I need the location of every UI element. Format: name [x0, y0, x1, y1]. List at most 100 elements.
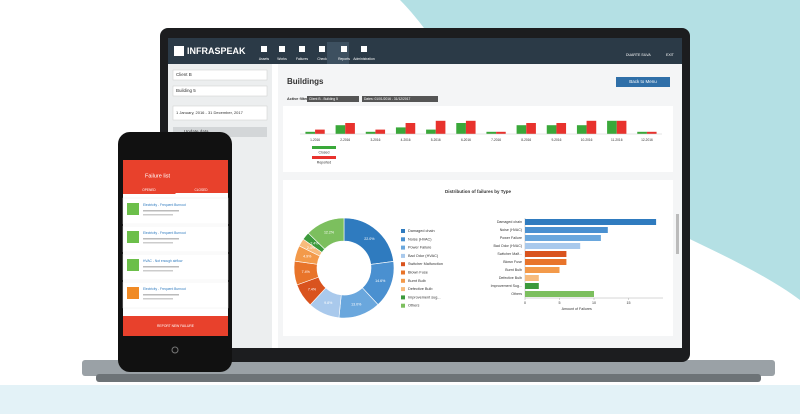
pie-slice — [307, 217, 345, 250]
x-tick-label: 8-2016 — [521, 138, 531, 142]
x-tick-label: 4-2016 — [401, 138, 411, 142]
legend-label: Improvement sug... — [408, 295, 441, 299]
slice-label: 9.8% — [324, 301, 333, 305]
dates: 1 January, 2016 - 31 December, 2017 — [176, 110, 244, 115]
phone-button[interactable] — [123, 316, 228, 336]
legend-label: Noise (HVAC) — [408, 237, 432, 241]
nav-item[interactable]: Administration — [353, 57, 375, 61]
home-button[interactable] — [171, 346, 179, 354]
bar — [525, 275, 539, 281]
filter-chip[interactable] — [362, 96, 438, 102]
bar — [305, 131, 316, 134]
x-tick-label: 5-2016 — [431, 138, 441, 142]
bar — [525, 291, 594, 297]
filter: Dates: 01/01/2016 - 31/12/2017 — [364, 97, 411, 101]
filter-chip[interactable] — [307, 96, 359, 102]
client: Client B — [176, 72, 192, 77]
nav-item[interactable]: Assets — [259, 57, 269, 61]
back-button[interactable] — [616, 77, 670, 87]
x-tick-label: 10 — [592, 301, 596, 305]
legend-label: Reported — [317, 160, 331, 164]
status-badge — [127, 287, 139, 299]
legend-swatch[interactable] — [401, 237, 405, 242]
bar — [646, 131, 657, 134]
nav-item[interactable]: Works — [277, 57, 287, 61]
nav-icon[interactable] — [341, 46, 347, 52]
x-tick-label: 5 — [559, 301, 561, 305]
scrollbar — [676, 214, 679, 254]
slice-label: 13.0% — [351, 302, 362, 306]
bar — [456, 123, 466, 134]
bar — [525, 243, 581, 249]
legend-label: Closed — [319, 150, 330, 154]
legend-swatch[interactable] — [401, 278, 405, 283]
x-axis-label: Amount of Failures — [562, 307, 592, 311]
legend-swatch[interactable] — [401, 229, 405, 233]
tab-indicator — [175, 193, 228, 194]
bar — [375, 129, 386, 134]
legend-swatch[interactable] — [312, 146, 336, 149]
x-tick-label: 11-2016 — [611, 138, 623, 142]
bar — [496, 131, 506, 134]
legend-swatch[interactable] — [401, 295, 405, 300]
item-title: Electricity - Frequent Burnout — [143, 203, 186, 207]
legend-swatch[interactable] — [401, 287, 405, 292]
bar — [637, 131, 647, 134]
bar — [525, 227, 608, 233]
nav-icon[interactable] — [319, 46, 325, 52]
legend-swatch[interactable] — [401, 245, 405, 250]
nav-icon[interactable] — [279, 46, 285, 52]
bar — [525, 267, 560, 273]
legend-swatch[interactable] — [401, 303, 405, 308]
nav-icon[interactable] — [299, 46, 305, 52]
building-select[interactable] — [172, 85, 268, 97]
item-detail — [143, 238, 179, 240]
legend-swatch[interactable] — [401, 253, 405, 258]
x-tick-label: 1-2016 — [310, 138, 320, 142]
legend-swatch[interactable] — [401, 262, 405, 267]
item-title: Electricity - Frequent Burnout — [143, 287, 186, 291]
slice-label: 4.9% — [303, 255, 312, 259]
nav-item[interactable]: Reports — [338, 57, 350, 61]
slice-label: 12.2% — [324, 230, 335, 234]
item-detail — [143, 266, 179, 268]
exit[interactable]: EXIT — [666, 53, 675, 57]
item-detail — [143, 210, 179, 212]
phone-tab[interactable]: CLOSED — [194, 188, 208, 192]
legend-swatch[interactable] — [401, 270, 405, 275]
bar — [525, 251, 567, 257]
bar — [525, 259, 567, 265]
laptop-base-edge — [96, 374, 761, 382]
date-range[interactable] — [172, 105, 268, 121]
bar — [435, 120, 446, 134]
nav-icon[interactable] — [361, 46, 367, 52]
bar — [576, 125, 587, 134]
bar — [345, 123, 355, 134]
bar — [516, 125, 527, 134]
x-tick-label: 6-2016 — [461, 138, 471, 142]
phone-button-label: REPORT NEW FAILURE — [157, 324, 195, 328]
y-tick-label: Others — [511, 292, 522, 296]
nav-icon[interactable] — [261, 46, 267, 52]
user-name[interactable]: DUARTE SILVA — [626, 53, 651, 57]
bar — [526, 123, 536, 134]
item-detail — [143, 294, 179, 296]
back: Back to Menu — [629, 79, 657, 84]
nav-item[interactable]: Failures — [296, 57, 308, 61]
item-title: Electricity - Frequent Burnout — [143, 231, 186, 235]
nav-item[interactable]: Check — [317, 57, 327, 61]
status-badge — [127, 203, 139, 215]
x-tick-label: 9-2016 — [551, 138, 561, 142]
item-detail — [143, 242, 173, 244]
slice-label: 7.4% — [308, 287, 317, 291]
filters-label: Active filters: — [287, 97, 311, 101]
phone-tab[interactable]: OPENED — [142, 188, 156, 192]
slice-label: 2.4% — [310, 241, 319, 245]
item-detail — [143, 298, 173, 300]
bar — [486, 131, 497, 134]
bar — [525, 219, 657, 225]
legend-swatch[interactable] — [312, 156, 336, 159]
list-item[interactable] — [122, 281, 229, 309]
bar — [586, 120, 597, 134]
client-select[interactable] — [172, 69, 268, 81]
